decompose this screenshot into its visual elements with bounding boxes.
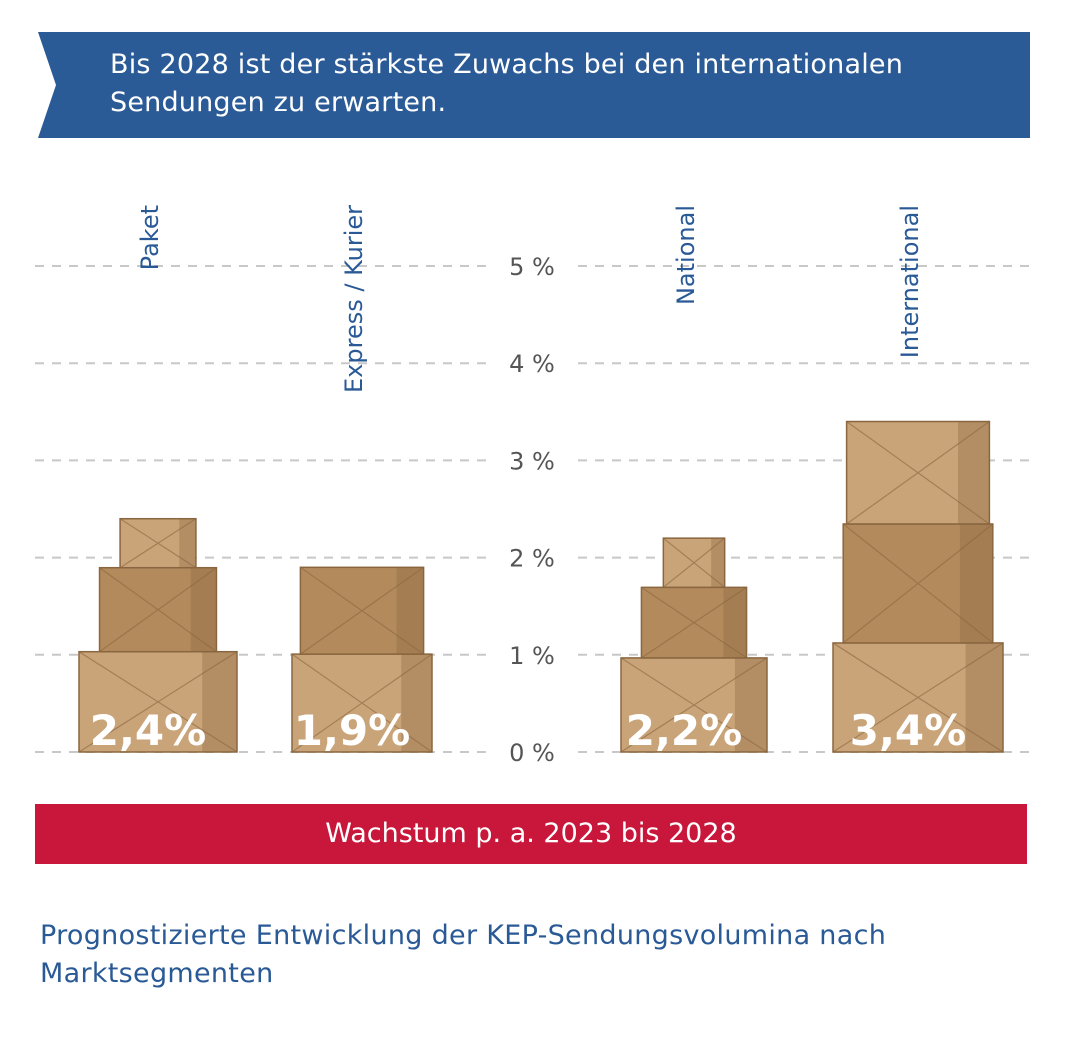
bar-4 (832, 420, 1004, 753)
parcel-box-fold (291, 653, 433, 753)
parcel-box-shade (959, 523, 993, 643)
figure-caption-line2: Marktsegmenten (40, 958, 274, 989)
parcel-box-shade (723, 587, 747, 658)
parcel-box-fold (832, 642, 1004, 753)
x-axis-band (35, 804, 1027, 864)
parcel-box-shade (396, 567, 424, 655)
y-tick-label: 5 % (509, 253, 555, 281)
labels-layer: 0 % 1 % 2 % 3 % 4 % 5 % 2,4% Paket 1,9% Express /… (90, 205, 966, 767)
x-axis-label: Wachstum p. a. 2023 bis 2028 (325, 818, 737, 849)
y-tick-label: 3 % (509, 447, 555, 475)
bars-layer (78, 420, 1004, 753)
parcel-box-shade (190, 567, 217, 652)
bar-1 (78, 517, 238, 753)
title-banner (38, 32, 1030, 138)
parcel-box-fold (78, 651, 238, 753)
bar-2 (291, 566, 433, 753)
parcel-box-fold (641, 586, 747, 659)
parcel-box-shade (734, 657, 767, 752)
bar-3 (620, 537, 768, 753)
parcel-box-fold (846, 421, 990, 525)
parcel-box-shade (957, 421, 990, 524)
parcel-box-fold (300, 566, 424, 655)
category-label: National (672, 205, 700, 305)
parcel-box-shade (401, 654, 432, 752)
parcel-box-fold (99, 567, 217, 653)
chart-title-line2: Sendungen zu erwarten. (110, 87, 447, 118)
title-banner-shape (38, 32, 1030, 138)
parcel-box-fold (119, 518, 197, 569)
category-label: International (896, 205, 924, 358)
y-tick-label: 0 % (509, 739, 555, 767)
bar-chart: 0 % 1 % 2 % 3 % 4 % 5 % 2,4% Paket 1,9% Express /… (35, 205, 1030, 767)
parcel-box-fold (620, 657, 768, 753)
parcel-box-shade (711, 538, 725, 588)
chart-title-line1: Bis 2028 ist der stärkste Zuwachs bei de… (110, 49, 904, 80)
parcel-box-fold (662, 537, 726, 588)
figure-caption-line1: Prognostizierte Entwicklung der KEP-Send… (40, 920, 887, 951)
parcel-box-shade (965, 642, 1003, 752)
parcel-box-shade (179, 518, 196, 568)
y-tick-label: 1 % (509, 642, 555, 670)
bar-value-label: 2,4% (90, 706, 206, 755)
category-label: Paket (136, 205, 164, 270)
bar-value-label: 1,9% (294, 706, 410, 755)
bar-value-label: 3,4% (850, 706, 966, 755)
bar-value-label: 2,2% (626, 706, 742, 755)
parcel-box-fold (842, 523, 994, 644)
parcel-box-shade (202, 651, 237, 752)
category-label: Express / Kurier (340, 205, 368, 393)
y-tick-label: 2 % (509, 545, 555, 573)
y-tick-label: 4 % (509, 350, 555, 378)
chart-title: Bis 2028 ist der stärkste Zuwachs bei de… (110, 46, 1010, 122)
figure-caption: Prognostizierte Entwicklung der KEP-Send… (40, 917, 1040, 993)
